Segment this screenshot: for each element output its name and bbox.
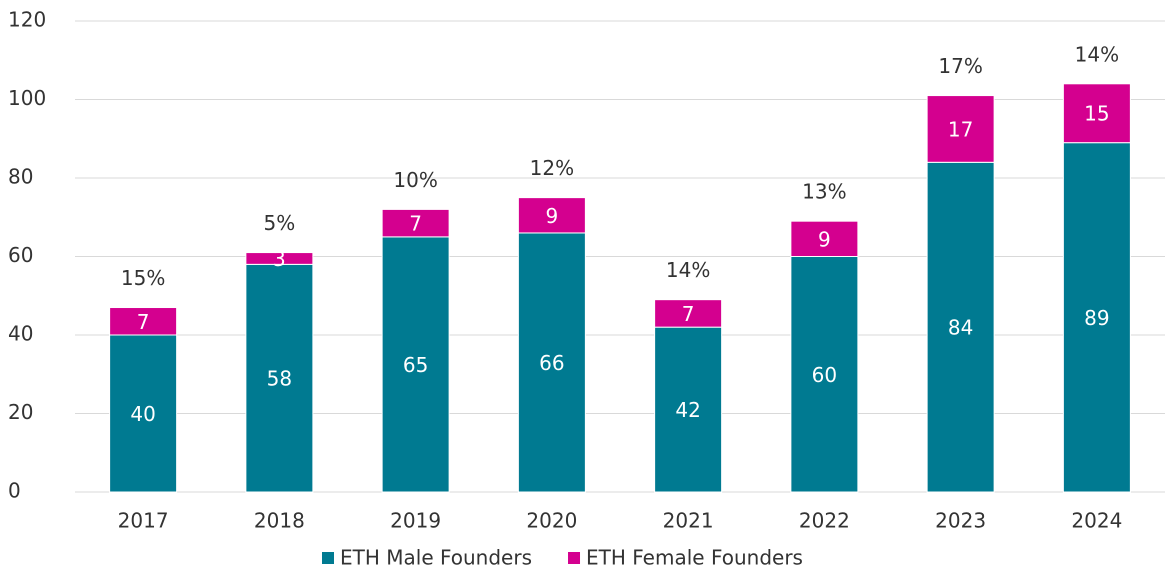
x-tick-label: 2017 bbox=[118, 509, 169, 533]
annotation: 10% bbox=[393, 168, 437, 192]
data-label: 15 bbox=[1084, 102, 1109, 126]
data-label: 66 bbox=[539, 351, 564, 375]
legend-label: ETH Female Founders bbox=[586, 546, 803, 570]
bar-segment bbox=[1062, 142, 1131, 493]
bar-segment bbox=[245, 252, 314, 265]
legend-label: ETH Male Founders bbox=[340, 546, 532, 570]
data-label: 42 bbox=[675, 398, 700, 422]
legend-swatch bbox=[322, 552, 334, 564]
bar-segment bbox=[109, 334, 178, 493]
bar-segment bbox=[517, 232, 586, 493]
x-tick-label: 2020 bbox=[526, 509, 577, 533]
x-tick-label: 2022 bbox=[799, 509, 850, 533]
data-label: 40 bbox=[130, 402, 155, 426]
x-tick-label: 2024 bbox=[1071, 509, 1122, 533]
data-label: 60 bbox=[812, 363, 837, 387]
annotation: 15% bbox=[121, 266, 165, 290]
bar-segment bbox=[926, 95, 995, 163]
data-label: 84 bbox=[948, 316, 973, 340]
y-tick-label: 80 bbox=[8, 165, 33, 189]
bar-segment bbox=[381, 208, 450, 238]
x-tick-label: 2023 bbox=[935, 509, 986, 533]
y-tick-label: 120 bbox=[8, 8, 46, 32]
bar-segment bbox=[245, 263, 314, 493]
data-label: 89 bbox=[1084, 306, 1109, 330]
bar-segment bbox=[1062, 83, 1131, 144]
annotation: 14% bbox=[1075, 42, 1119, 66]
bar-segment bbox=[790, 220, 859, 258]
legend-swatch bbox=[568, 552, 581, 564]
annotation: 14% bbox=[666, 258, 710, 282]
y-tick-label: 40 bbox=[8, 322, 33, 346]
data-label: 58 bbox=[267, 367, 292, 391]
bar-segment bbox=[381, 236, 450, 493]
annotation: 12% bbox=[530, 156, 574, 180]
y-tick-label: 0 bbox=[8, 479, 21, 503]
y-tick-label: 20 bbox=[8, 400, 33, 424]
annotation: 5% bbox=[264, 211, 296, 235]
bar-segment bbox=[790, 256, 859, 493]
data-label: 9 bbox=[546, 204, 559, 228]
bar-segment bbox=[654, 299, 723, 328]
bar-segment bbox=[517, 197, 586, 234]
data-label: 9 bbox=[818, 227, 831, 251]
x-tick-label: 2019 bbox=[390, 509, 441, 533]
data-label: 17 bbox=[948, 117, 973, 141]
data-label: 7 bbox=[409, 212, 422, 236]
y-tick-label: 60 bbox=[8, 243, 33, 267]
bar-segment bbox=[654, 326, 723, 493]
annotation: 17% bbox=[938, 54, 982, 78]
data-label: 7 bbox=[682, 302, 695, 326]
x-tick-label: 2018 bbox=[254, 509, 305, 533]
x-tick-label: 2021 bbox=[663, 509, 714, 533]
annotation: 13% bbox=[802, 180, 846, 204]
data-label: 65 bbox=[403, 353, 428, 377]
data-label: 3 bbox=[273, 247, 286, 271]
bar-segment bbox=[109, 307, 178, 336]
y-tick-label: 100 bbox=[8, 86, 46, 110]
data-label: 7 bbox=[137, 310, 150, 334]
